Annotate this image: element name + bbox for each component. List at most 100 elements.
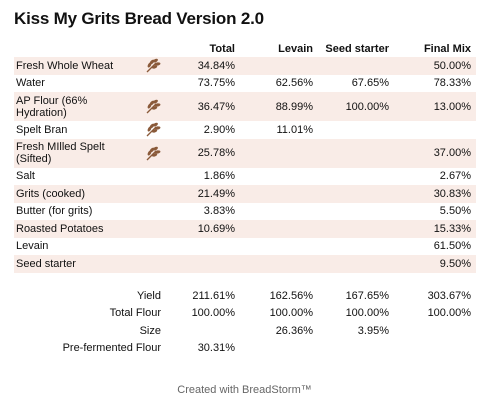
cell-final-mix: 303.67%: [427, 289, 471, 302]
cell-seed-starter: [318, 185, 394, 203]
cell-levain: [240, 203, 318, 221]
cell-seed-starter: [318, 168, 394, 186]
cell-total: [166, 255, 240, 273]
cell-total: 10.69%: [166, 220, 240, 238]
ingredient-name: Spelt Bran: [16, 123, 68, 136]
icon-cell: [140, 255, 166, 273]
ingredient-name: Water: [16, 77, 45, 90]
cell-seed-starter: [318, 203, 394, 221]
cell-total: 34.84%: [166, 57, 240, 75]
cell-total: 25.78%: [166, 138, 240, 168]
table-row: Levain 61.50%: [14, 238, 476, 256]
ingredient-name: Fresh MIlled Spelt (Sifted): [14, 138, 140, 168]
summary-label: Size: [139, 324, 161, 337]
icon-cell: [140, 168, 166, 186]
col-header-levain: Levain: [278, 42, 313, 55]
summary-label: Pre-fermented Flour: [62, 342, 161, 355]
ingredient-name: Grits (cooked): [14, 185, 140, 203]
icon-cell: [140, 220, 166, 238]
table-row: Salt 1.86% 2.67%: [14, 168, 476, 186]
cell-total: 30.31%: [197, 342, 235, 355]
ingredient-name: Fresh Whole Wheat: [14, 57, 140, 75]
cell-final-mix: 13.00%: [394, 92, 476, 121]
ingredient-name: Roasted Potatoes: [14, 220, 140, 238]
ingredient-name: AP Flour (66% Hydration): [14, 92, 140, 121]
cell-seed-starter: 100.00%: [345, 307, 389, 320]
summary-label: Total Flour: [109, 307, 161, 320]
cell-seed-starter: [318, 220, 394, 238]
cell-seed-starter: [318, 57, 394, 75]
cell-total: 1.86%: [203, 170, 235, 183]
icon-cell: [140, 203, 166, 221]
wheat-icon: [145, 58, 161, 73]
cell-final-mix: 15.33%: [394, 220, 476, 238]
table-row: Roasted Potatoes 10.69% 15.33%: [14, 220, 476, 238]
wheat-icon: [145, 122, 161, 137]
cell-total: 21.49%: [166, 185, 240, 203]
cell-levain: 11.01%: [276, 123, 314, 136]
table-row: Water 73.75% 62.56% 67.65% 78.33%: [14, 75, 476, 93]
ingredient-name: Salt: [16, 170, 35, 183]
cell-final-mix: 50.00%: [394, 57, 476, 75]
cell-seed-starter: 167.65%: [345, 289, 389, 302]
cell-total: 2.90%: [203, 123, 235, 136]
summary-row: Pre-fermented Flour 30.31%: [14, 340, 476, 358]
cell-final-mix: [394, 340, 476, 358]
cell-final-mix: 5.50%: [439, 205, 471, 218]
cell-levain: [240, 185, 318, 203]
wheat-icon: [145, 146, 161, 160]
cell-seed-starter: [318, 340, 394, 358]
summary-row: Size 26.36% 3.95%: [14, 322, 476, 340]
table-row: Fresh Whole Wheat 34.84% 50.00%: [14, 57, 476, 75]
cell-seed-starter: [318, 255, 394, 273]
cell-levain: [240, 238, 318, 256]
cell-final-mix: 100.00%: [427, 307, 471, 320]
ingredients-table: Total Levain Seed starter Final Mix Fres…: [14, 40, 476, 273]
cell-levain: [240, 255, 318, 273]
summary-table: Yield 211.61% 162.56% 167.65% 303.67% Total F…: [14, 287, 476, 357]
cell-total: 211.61%: [192, 289, 235, 302]
col-header-total: Total: [209, 42, 235, 55]
header-row: Total Levain Seed starter Final Mix: [14, 40, 476, 57]
recipe-title: Kiss My Grits Bread Version 2.0: [14, 9, 264, 28]
cell-seed-starter: [318, 121, 394, 139]
cell-final-mix: 78.33%: [433, 77, 471, 90]
cell-total: 100.00%: [191, 307, 235, 320]
cell-levain: [240, 57, 318, 75]
ingredient-name: Seed starter: [14, 255, 140, 273]
cell-seed-starter: [318, 238, 394, 256]
cell-seed-starter: 100.00%: [318, 92, 394, 121]
cell-levain: 26.36%: [275, 324, 313, 337]
cell-total: [166, 238, 240, 256]
summary-row: Total Flour 100.00% 100.00% 100.00% 100.00%: [14, 305, 476, 323]
cell-final-mix: 37.00%: [394, 138, 476, 168]
col-header-seed-starter: Seed starter: [325, 42, 389, 55]
table-row: Seed starter 9.50%: [14, 255, 476, 273]
table-row: Butter (for grits) 3.83% 5.50%: [14, 203, 476, 221]
icon-cell: [140, 185, 166, 203]
cell-levain: [240, 168, 318, 186]
icon-cell: [140, 92, 166, 121]
ingredient-name: Butter (for grits): [16, 205, 93, 218]
table-row: Grits (cooked) 21.49% 30.83%: [14, 185, 476, 203]
icon-cell: [140, 75, 166, 93]
cell-levain: 100.00%: [269, 307, 313, 320]
cell-total: 73.75%: [197, 77, 235, 90]
icon-cell: [140, 57, 166, 75]
cell-levain: 162.56%: [269, 289, 313, 302]
cell-levain: [240, 220, 318, 238]
icon-cell: [140, 238, 166, 256]
cell-final-mix: [394, 121, 476, 139]
cell-final-mix: 61.50%: [433, 240, 471, 253]
footer-credit: Created with BreadStorm™: [177, 384, 312, 396]
col-header-final-mix: Final Mix: [423, 42, 471, 55]
cell-seed-starter: 3.95%: [357, 324, 389, 337]
cell-levain: 62.56%: [275, 77, 313, 90]
cell-final-mix: 30.83%: [394, 185, 476, 203]
ingredient-name: Levain: [16, 240, 49, 253]
cell-final-mix: 2.67%: [439, 170, 471, 183]
cell-total: [166, 322, 240, 340]
summary-label: Yield: [136, 289, 161, 302]
icon-cell: [140, 121, 166, 139]
